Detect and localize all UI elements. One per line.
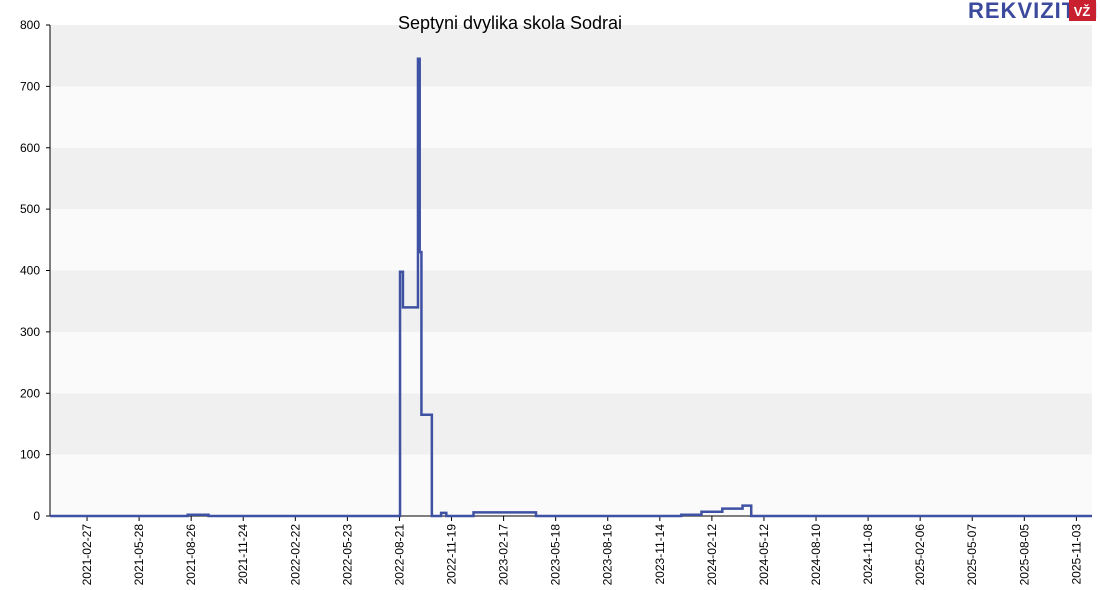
grid-band [50, 147, 1092, 210]
y-tick-label: 400 [20, 264, 40, 278]
x-tick-label: 2022-11-19 [445, 524, 459, 585]
x-tick-label: 2024-08-10 [809, 524, 823, 586]
x-tick-label: 2021-11-24 [236, 524, 250, 585]
x-tick-label: 2023-11-14 [653, 524, 667, 585]
y-tick-label: 500 [20, 202, 40, 216]
x-tick-label: 2022-08-21 [392, 524, 406, 586]
grid-band [50, 270, 1092, 332]
logo-text: REKVIZITAI [968, 0, 1099, 23]
x-tick-label: 2022-02-22 [288, 524, 302, 586]
x-tick-label: 2025-08-05 [1017, 524, 1031, 586]
y-tick-label: 600 [20, 141, 40, 155]
grid-band [50, 25, 1092, 87]
series-line [50, 57, 1092, 518]
x-tick-label: 2025-02-06 [913, 524, 927, 586]
x-tick-label: 2021-08-26 [184, 524, 198, 586]
x-tick-label: 2023-02-17 [497, 524, 511, 586]
y-axis: 0 100 200 300 400 500 600 700 800 [20, 18, 51, 523]
grid-band [50, 393, 1092, 455]
grid-band [50, 331, 1092, 394]
x-tick-label: 2025-05-07 [965, 524, 979, 586]
grid-band [50, 454, 1092, 516]
logo[interactable]: REKVIZITAI VŽ [968, 0, 1099, 23]
logo-badge [1069, 0, 1096, 21]
x-tick-label: 2023-05-18 [549, 524, 563, 586]
x-tick-label: 2025-11-03 [1069, 524, 1083, 585]
chart-title: Septyni dvylika skola Sodrai [398, 13, 622, 33]
y-tick-label: 100 [20, 448, 40, 462]
x-tick-label: 2024-02-12 [705, 524, 719, 586]
x-tick-label: 2024-05-12 [757, 524, 771, 586]
plot-background [50, 25, 1092, 516]
y-tick-label: 300 [20, 325, 40, 339]
x-axis: 2021-02-27 2021-05-28 2021-08-26 2021-11-24… [50, 515, 1092, 586]
grid-band [50, 86, 1092, 148]
y-tick-label: 800 [20, 18, 40, 32]
x-tick-label: 2021-05-28 [132, 524, 146, 586]
x-tick-label: 2024-11-08 [861, 524, 875, 585]
series-layer [50, 57, 1092, 518]
y-tick-label: 700 [20, 79, 40, 93]
grid-band [50, 209, 1092, 271]
x-tick-label: 2023-08-16 [601, 524, 615, 586]
x-tick-label: 2021-02-27 [80, 524, 94, 586]
x-tick-label: 2022-05-23 [340, 524, 354, 586]
logo-badge-text: VŽ [1074, 4, 1091, 19]
y-tick-label: 200 [20, 386, 40, 400]
y-tick-label: 0 [33, 509, 40, 523]
